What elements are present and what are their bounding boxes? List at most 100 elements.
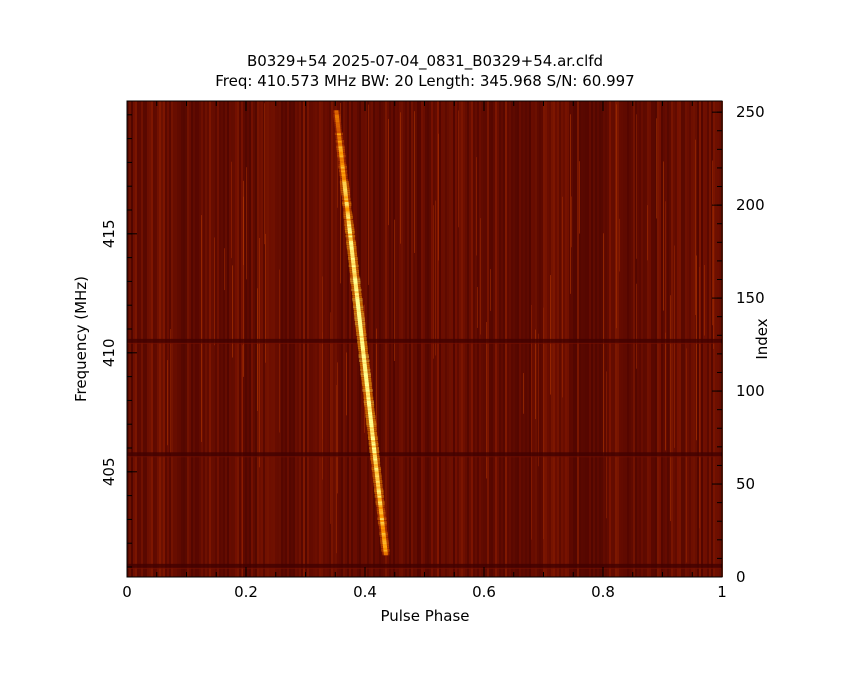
pulse-core [363, 370, 368, 374]
pulse-core [340, 162, 345, 165]
pulse-core [343, 190, 348, 193]
pulse-core [366, 398, 371, 401]
pulse-core [357, 318, 362, 322]
pulse-core [382, 539, 387, 543]
pulse-core [369, 424, 374, 427]
pulse-core [374, 472, 379, 476]
pulse-core [344, 197, 349, 201]
pulse-core [347, 227, 352, 230]
pulse-core [377, 497, 382, 500]
noise-streak [232, 265, 233, 358]
pulse-core [350, 251, 355, 255]
pulse-core [335, 119, 340, 123]
noise-streak [490, 269, 491, 311]
pulse-core [350, 253, 355, 256]
pulse-core [351, 266, 356, 269]
pulse-core [334, 112, 339, 115]
noise-streak [346, 352, 347, 416]
pulse-core [348, 234, 353, 238]
pulse-core [359, 339, 364, 342]
pulse-core [364, 379, 369, 383]
noise-streak [656, 118, 657, 219]
noise-streak [246, 167, 247, 280]
pulse-core [351, 264, 356, 268]
pulse-core [342, 180, 347, 184]
pulse-core [349, 247, 354, 251]
pulse-core [375, 474, 380, 478]
pulse-core [381, 532, 386, 535]
pulse-core [351, 262, 356, 266]
pulse-core [370, 431, 375, 435]
pulse-core [368, 413, 373, 416]
noise-streak [322, 332, 323, 440]
chart-subtitle: Freq: 410.573 MHz BW: 20 Length: 345.968… [215, 72, 634, 90]
pulse-core [338, 149, 343, 152]
pulse-core [371, 439, 376, 442]
pulse-core [379, 517, 384, 520]
noise-streak [340, 103, 341, 284]
pulse-core [363, 374, 368, 377]
pulse-core [371, 446, 376, 450]
pulse-core [362, 357, 367, 361]
pulse-core [367, 402, 372, 405]
pulse-core [348, 240, 353, 243]
noise-streak [712, 160, 713, 326]
pulse-core [354, 290, 359, 294]
pulse-core [360, 346, 365, 349]
pulse-core [360, 342, 365, 346]
pulse-core [361, 350, 366, 353]
noise-streak [486, 322, 487, 479]
pulse-core [364, 376, 369, 379]
pulse-core [361, 353, 366, 357]
waterfall-plot [127, 101, 723, 577]
pulse-core [352, 275, 357, 279]
pulse-core [383, 547, 388, 550]
noise-streak [480, 218, 481, 335]
noise-streak [368, 104, 369, 285]
pulse-core [374, 465, 379, 468]
noise-streak [531, 304, 532, 540]
pulse-core [354, 288, 359, 292]
pulse-core [347, 223, 352, 227]
pulse-core [370, 433, 375, 437]
pulse-core [350, 249, 355, 253]
pulse-core [353, 283, 358, 286]
pulse-core [335, 123, 340, 126]
pulse-core [373, 459, 378, 463]
pulse-core [367, 404, 372, 407]
noise-streak [476, 157, 477, 256]
noise-streak [562, 196, 563, 398]
pulse-core [383, 550, 388, 554]
pulse-core [345, 212, 350, 216]
noise-streak [636, 283, 637, 369]
pulse-core [375, 482, 380, 485]
pulse-core [376, 484, 381, 487]
pulse-core [361, 355, 366, 359]
pulse-core [352, 268, 357, 271]
noise-streak [214, 237, 215, 346]
pulse-core [336, 127, 341, 130]
pulse-core [339, 158, 344, 162]
pulse-core [379, 515, 384, 519]
x-tick-label: 1 [717, 583, 727, 601]
y2-tick-label: 100 [736, 382, 765, 400]
pulse-core [352, 272, 357, 275]
y-tick-label: 405 [100, 457, 118, 486]
pulse-core [337, 138, 342, 141]
pulse-core [337, 134, 342, 137]
pulse-core [373, 456, 378, 459]
noise-streak [713, 204, 714, 349]
pulse-core [369, 420, 374, 424]
pulse-core [379, 513, 384, 517]
pulse-core [365, 389, 370, 392]
noise-streak [242, 345, 243, 577]
y2-tick-label: 150 [736, 289, 765, 307]
pulse-core [339, 153, 344, 156]
pulse-core [338, 147, 343, 150]
pulse-core [358, 325, 363, 329]
pulse-core [374, 469, 379, 472]
noise-streak [696, 255, 697, 441]
pulse-core [345, 206, 350, 210]
noise-streak [279, 269, 280, 433]
pulse-core [367, 409, 372, 413]
